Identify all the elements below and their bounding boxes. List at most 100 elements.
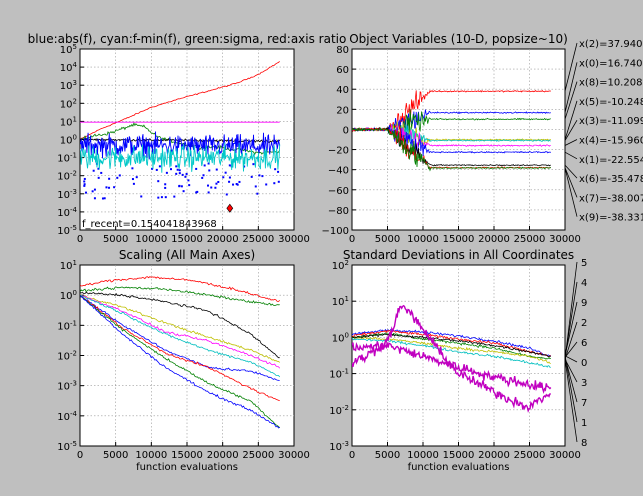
- series-final-label: x(6)=-35.4785: [579, 174, 643, 185]
- data-point: [228, 176, 231, 179]
- data-point: [201, 176, 204, 179]
- chart-title: Object Variables (10-D, popsize~10): [349, 32, 568, 46]
- series-final-label: x(9)=-38.3311: [579, 213, 643, 224]
- y-tick-label: 10-2: [57, 350, 77, 363]
- data-point: [176, 168, 179, 171]
- x-tick-label: 15000: [171, 450, 203, 461]
- data-point: [160, 196, 163, 199]
- legend-leader-line: [564, 341, 578, 358]
- data-point: [277, 180, 280, 183]
- x-tick-label: 5000: [103, 450, 128, 461]
- x-tick-label: 25000: [514, 450, 546, 461]
- x-tick-label: 30000: [549, 450, 581, 461]
- y-tick-label: −20: [328, 146, 349, 157]
- data-point: [83, 183, 86, 186]
- data-point: [164, 196, 167, 199]
- y-tick-label: 100: [60, 289, 77, 302]
- legend-leader-line: [564, 139, 578, 146]
- f-recent-annotation: f_recent=0.154041843968: [82, 219, 217, 230]
- series-line: [80, 294, 281, 429]
- data-point: [173, 195, 176, 198]
- series-line: [80, 121, 281, 156]
- y-tick-label: 101: [332, 295, 349, 308]
- data-point: [157, 180, 160, 183]
- series-final-label: x(2)=37.9409: [579, 39, 643, 50]
- coordinate-index-label: 4: [581, 278, 587, 289]
- coordinate-index-label: 1: [581, 418, 587, 429]
- data-point: [93, 188, 96, 191]
- x-tick-label: 10000: [135, 450, 167, 461]
- data-point: [178, 185, 181, 188]
- legend-leader-line: [564, 301, 578, 356]
- x-tick-label: 15000: [171, 234, 203, 245]
- y-tick-label: 40: [336, 85, 349, 96]
- series-line: [80, 286, 280, 307]
- y-tick-label: 101: [60, 115, 77, 128]
- legend-leader-line: [564, 167, 578, 198]
- data-point: [101, 197, 104, 200]
- legend-leader-line: [564, 151, 578, 160]
- data-point: [188, 184, 191, 187]
- data-point: [158, 165, 161, 168]
- data-point: [100, 171, 103, 174]
- series-line: [80, 295, 280, 402]
- coordinate-index-label: 5: [581, 258, 587, 269]
- data-point: [164, 186, 167, 189]
- y-tick-label: −40: [328, 166, 349, 177]
- y-tick-label: −60: [328, 186, 349, 197]
- legend-leader-line: [564, 355, 578, 363]
- data-point: [108, 186, 111, 189]
- data-point: [277, 170, 280, 173]
- series-line: [80, 276, 280, 302]
- y-tick-label: −100: [322, 226, 349, 237]
- data-point: [187, 179, 190, 182]
- y-tick-label: 80: [336, 45, 349, 56]
- y-tick-label: 102: [60, 97, 77, 110]
- data-point: [116, 176, 119, 179]
- data-point: [84, 191, 87, 194]
- data-point: [178, 169, 181, 172]
- series-final-label: x(7)=-38.0071: [579, 193, 643, 204]
- x-tick-label: 25000: [242, 450, 274, 461]
- y-tick-label: 10-3: [329, 440, 349, 453]
- data-point: [184, 175, 187, 178]
- data-point: [178, 172, 181, 175]
- chart-title: Scaling (All Main Axes): [119, 248, 255, 262]
- data-point: [157, 196, 160, 199]
- series-group: [352, 89, 552, 172]
- x-tick-label: 25000: [242, 234, 274, 245]
- coordinate-index-label: 7: [581, 398, 587, 409]
- series-line: [352, 333, 551, 357]
- x-tick-label: 10000: [135, 234, 167, 245]
- series-line: [352, 304, 551, 413]
- data-point: [165, 171, 168, 174]
- series-line: [80, 131, 281, 160]
- data-point: [175, 172, 178, 175]
- x-tick-label: 0: [349, 450, 355, 461]
- data-point: [140, 195, 143, 198]
- data-point: [93, 197, 96, 200]
- x-tick-label: 15000: [443, 450, 475, 461]
- series-final-label: x(1)=-22.5541: [579, 155, 643, 166]
- x-tick-label: 25000: [514, 234, 546, 245]
- data-point: [180, 185, 183, 188]
- data-point: [195, 191, 198, 194]
- y-tick-label: 103: [60, 79, 77, 92]
- data-point: [208, 169, 211, 172]
- x-tick-label: 15000: [443, 234, 475, 245]
- data-point: [274, 168, 277, 171]
- x-tick-label: 20000: [207, 234, 239, 245]
- legend-leader-line: [564, 359, 578, 443]
- data-point: [151, 167, 154, 170]
- x-tick-label: 5000: [375, 234, 400, 245]
- data-point: [228, 180, 231, 183]
- plot-area: [351, 264, 566, 447]
- data-point: [181, 173, 184, 176]
- data-point: [83, 184, 86, 187]
- data-point: [265, 183, 268, 186]
- chart-title: blue:abs(f), cyan:f-min(f), green:sigma,…: [28, 32, 347, 46]
- data-point: [207, 162, 210, 165]
- coordinate-index-label: 8: [581, 438, 587, 449]
